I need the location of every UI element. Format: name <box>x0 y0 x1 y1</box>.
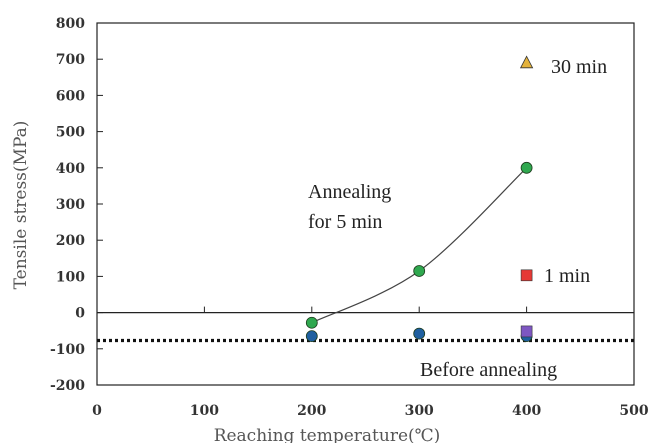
data-point-anneal5 <box>520 161 533 174</box>
y-tick-label: 800 <box>56 16 85 32</box>
x-tick-label: 0 <box>92 403 102 419</box>
x-axis-title: Reaching temperature(℃) <box>214 426 441 443</box>
data-point-min1 <box>520 269 533 282</box>
y-axis-title: Tensile stress(MPa) <box>11 121 31 290</box>
annotation-before-annealing: Before annealing <box>420 359 557 381</box>
data-point-before <box>413 327 426 340</box>
y-tick-label: 700 <box>56 52 85 68</box>
y-tick-label: 300 <box>56 197 85 213</box>
data-point-square-purple <box>520 325 533 338</box>
x-tick-label: 200 <box>297 403 326 419</box>
annotation-1-min: 1 min <box>544 265 590 287</box>
x-tick-label: 100 <box>190 403 219 419</box>
y-tick-label: -200 <box>50 378 85 394</box>
y-tick-label: 400 <box>56 161 85 177</box>
data-point-before <box>305 330 318 343</box>
y-tick-label: 200 <box>56 233 85 249</box>
y-tick-label: 0 <box>75 306 85 322</box>
annotation-annealing: Annealing <box>308 181 391 203</box>
x-tick-label: 400 <box>512 403 541 419</box>
annotation-30-min: 30 min <box>551 56 607 78</box>
y-tick-label: 600 <box>56 88 85 104</box>
y-tick-label: -100 <box>50 342 85 358</box>
data-points <box>305 55 534 343</box>
y-tick-label: 500 <box>56 125 85 141</box>
axis-ticks: 800 700 600 500 400 300 200 100 0 -100 -200 0 100 200… <box>50 16 649 419</box>
annotation-for-5-min: for 5 min <box>308 211 382 233</box>
x-tick-label: 500 <box>619 403 648 419</box>
data-point-min30 <box>519 55 534 69</box>
y-tick-label: 100 <box>56 269 85 285</box>
x-tick-label: 300 <box>405 403 434 419</box>
data-point-anneal5 <box>305 316 318 329</box>
data-point-anneal5 <box>413 265 426 277</box>
